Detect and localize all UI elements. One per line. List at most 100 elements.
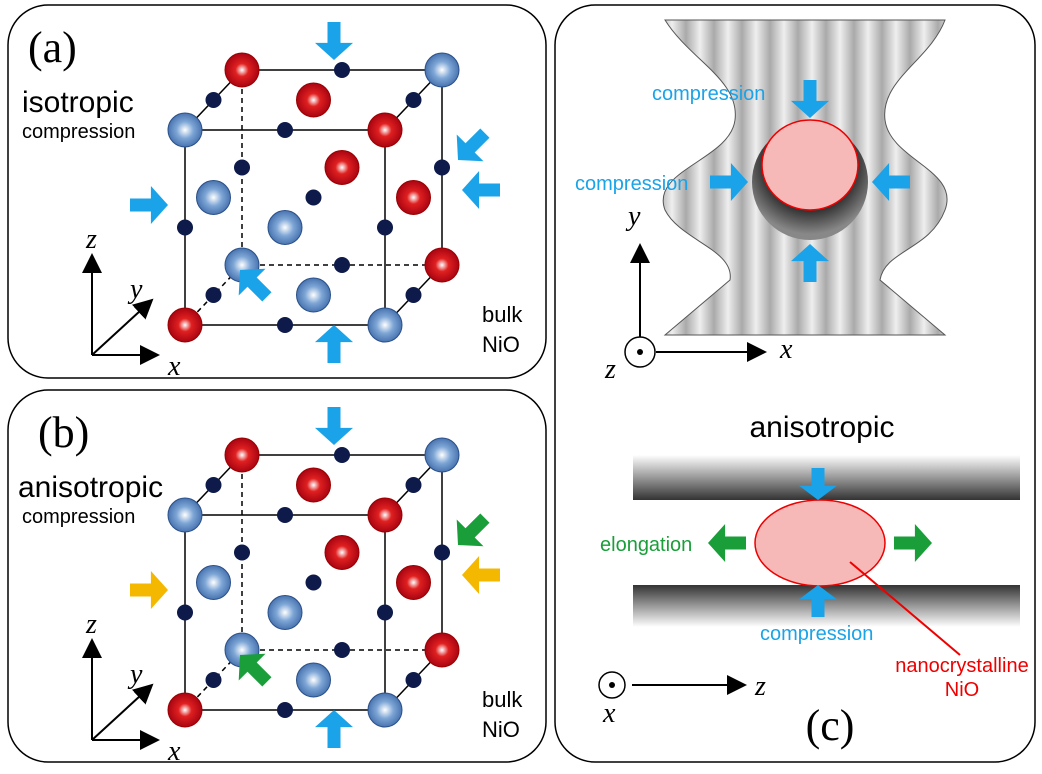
arrow xyxy=(315,710,353,748)
annotation: elongation xyxy=(600,534,692,556)
oxygen xyxy=(334,642,350,658)
arrow xyxy=(791,244,829,282)
oxygen xyxy=(377,604,393,621)
mode: isotropic xyxy=(22,86,134,119)
arrow xyxy=(799,468,837,500)
panel-b-frame xyxy=(7,389,547,763)
nickel xyxy=(267,595,303,630)
panel-label: (b) xyxy=(38,408,89,457)
nickel xyxy=(267,210,303,245)
nickel xyxy=(196,565,231,600)
axis-label: x xyxy=(602,698,616,729)
arrow xyxy=(238,268,272,302)
axis xyxy=(91,683,154,741)
annotation: NiO xyxy=(945,679,979,701)
oxygen xyxy=(377,219,393,236)
axis-dot xyxy=(637,349,643,355)
axis xyxy=(91,298,154,356)
annotation: compression xyxy=(575,173,688,195)
oxygen xyxy=(234,159,250,176)
nickel xyxy=(196,180,231,215)
nickel xyxy=(224,437,260,473)
oxygen xyxy=(205,287,222,303)
oxygen xyxy=(305,189,322,206)
axis-label: x xyxy=(779,334,793,365)
sample: bulk xyxy=(482,687,523,712)
nickel xyxy=(296,82,331,118)
arrow xyxy=(710,163,748,201)
axis-label: y xyxy=(625,201,641,232)
pointer xyxy=(849,561,961,656)
oxygen xyxy=(177,219,193,236)
sample: NiO xyxy=(482,332,520,357)
nickel xyxy=(396,180,431,215)
oxygen xyxy=(334,257,350,273)
effect: compression xyxy=(22,121,135,143)
nickel xyxy=(324,535,360,570)
nickel xyxy=(324,150,360,185)
nickel xyxy=(167,497,203,533)
arrow xyxy=(315,407,353,445)
oxygen xyxy=(405,672,422,688)
arrow xyxy=(462,556,500,594)
panel-a-frame xyxy=(7,4,547,379)
nickel xyxy=(367,692,403,728)
nickel xyxy=(367,112,403,148)
axis-label: z xyxy=(85,224,97,255)
axis-label: y xyxy=(127,659,143,690)
axis-dot xyxy=(609,682,615,688)
arrow xyxy=(130,571,168,609)
oxygen xyxy=(277,507,293,523)
wall xyxy=(633,585,1020,627)
oxygen xyxy=(434,544,450,561)
arrow xyxy=(315,22,353,60)
nickel xyxy=(296,277,331,313)
oxygen xyxy=(234,544,250,561)
arrow xyxy=(130,186,168,224)
axis-label: z xyxy=(604,354,616,385)
annotation: compression xyxy=(760,623,873,645)
annotation: nanocrystalline xyxy=(895,655,1028,677)
arrow xyxy=(456,128,490,162)
oxygen xyxy=(277,122,293,138)
arrow xyxy=(799,585,837,617)
oxygen xyxy=(405,477,422,493)
nickel xyxy=(367,307,403,343)
nickel xyxy=(296,662,331,698)
nickel xyxy=(424,632,460,668)
arrow xyxy=(462,171,500,209)
nickel xyxy=(167,112,203,148)
nickel xyxy=(396,565,431,600)
effect: compression xyxy=(22,506,135,528)
nanocrystal xyxy=(761,119,859,211)
arrow xyxy=(238,653,272,687)
panel-label: (a) xyxy=(28,23,77,72)
nickel xyxy=(367,497,403,533)
arrow xyxy=(872,163,910,201)
panel-c-frame xyxy=(554,4,1036,763)
sample: bulk xyxy=(482,302,523,327)
arrow xyxy=(315,325,353,363)
oxygen xyxy=(177,604,193,621)
arrow xyxy=(791,80,829,118)
axis-label: z xyxy=(754,671,766,702)
oxygen xyxy=(434,159,450,176)
nickel xyxy=(424,437,460,473)
axis-label: x xyxy=(167,351,181,382)
axis-label: y xyxy=(127,274,143,305)
nickel xyxy=(224,52,260,88)
arrow xyxy=(894,524,932,562)
oxygen xyxy=(205,92,222,108)
oxygen xyxy=(277,317,293,333)
annotation: compression xyxy=(652,83,765,105)
nickel xyxy=(424,52,460,88)
axis-label: z xyxy=(85,609,97,640)
oxygen xyxy=(205,477,222,493)
sample: NiO xyxy=(482,717,520,742)
panel-label: (c) xyxy=(806,701,855,750)
mode: anisotropic xyxy=(749,411,894,444)
oxygen xyxy=(277,702,293,718)
oxygen xyxy=(334,62,350,78)
oxygen xyxy=(405,287,422,303)
